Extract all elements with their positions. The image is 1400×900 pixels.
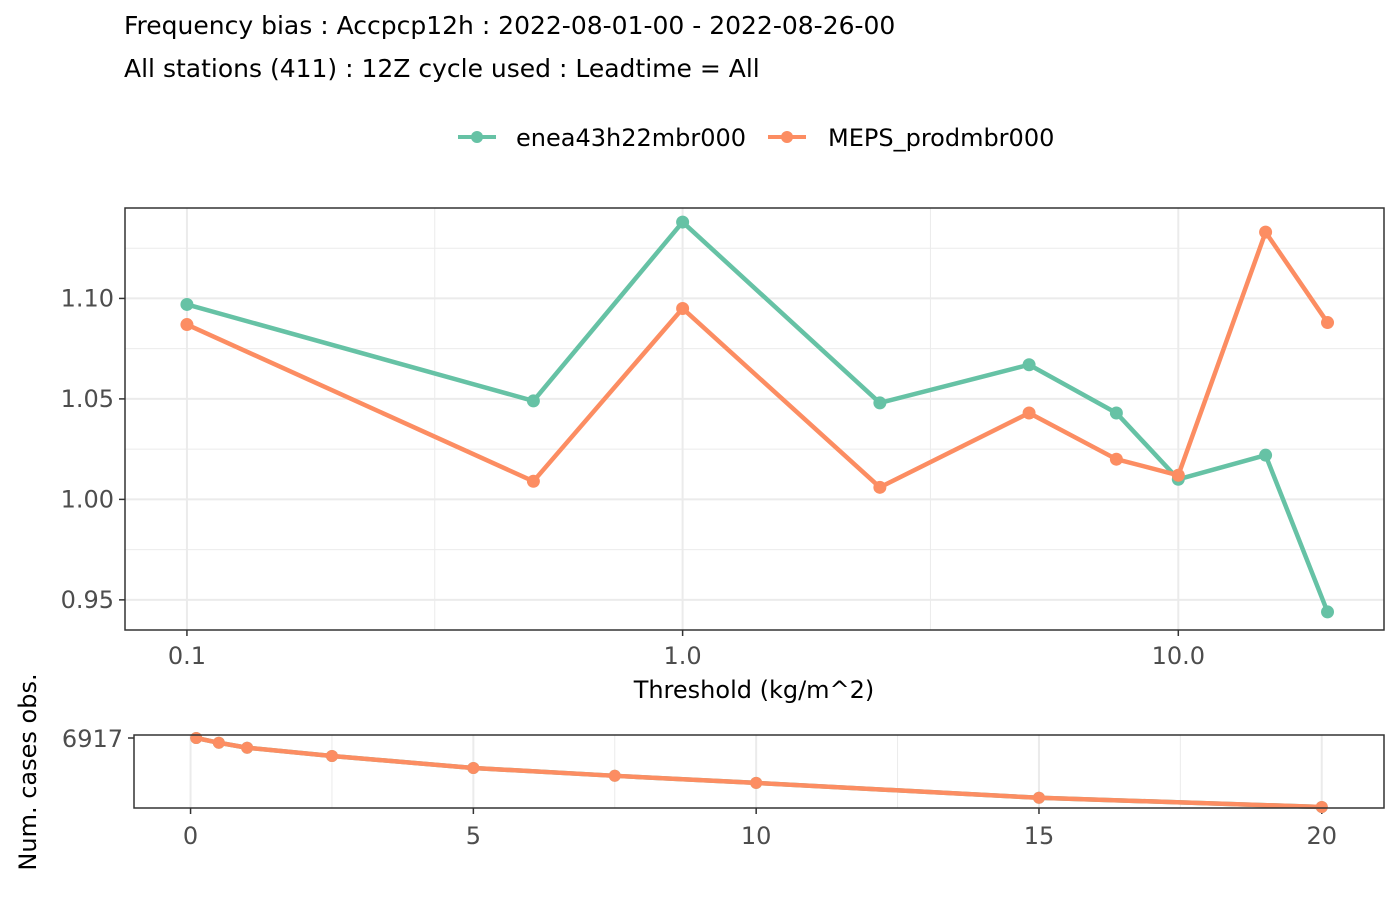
count-data-point	[325, 749, 338, 762]
panel-background	[134, 735, 1384, 808]
x-tick-label: 5	[466, 822, 481, 850]
count-data-point	[212, 736, 225, 749]
count-data-point	[241, 741, 254, 754]
data-point	[526, 394, 540, 408]
count-data-point	[467, 762, 480, 775]
count-data-point	[1315, 801, 1328, 813]
count-data-point	[608, 769, 621, 782]
count-panel: 0 5 10 15 20 6917	[62, 725, 1385, 850]
data-point	[1109, 406, 1123, 420]
chart-title: Frequency bias : Accpcp12h : 2022-08-01-…	[124, 11, 895, 40]
legend-key-dot	[471, 131, 483, 143]
y-tick-label: 1.10	[61, 284, 114, 312]
y-tick-label: 1.05	[61, 385, 114, 413]
y-tick-label: 1.00	[61, 485, 114, 513]
count-data-point	[750, 776, 763, 789]
data-point	[1022, 358, 1036, 372]
data-point	[1259, 448, 1273, 462]
data-point	[180, 318, 194, 332]
data-point	[180, 297, 194, 311]
data-point	[873, 480, 887, 494]
x-tick-label: 15	[1024, 822, 1055, 850]
data-point	[1022, 406, 1036, 420]
panel-border	[133, 734, 1385, 809]
main-panel: 0.1 1.0 10.0 0.95 1.00 1.05 1.10	[61, 207, 1385, 670]
x-tick-label: 0	[183, 822, 198, 850]
count-data-point	[1032, 791, 1045, 804]
legend: enea43h22mbr000 MEPS_prodmbr000	[458, 124, 1054, 152]
y-tick-label: 6917	[62, 725, 123, 753]
data-point	[526, 474, 540, 488]
data-point	[1109, 452, 1123, 466]
x-tick-label: 10.0	[1152, 642, 1205, 670]
x-tick-label: 0.1	[168, 642, 206, 670]
data-point	[1321, 605, 1335, 619]
x-tick-label: 20	[1307, 822, 1338, 850]
legend-item-2: MEPS_prodmbr000	[768, 124, 1054, 152]
x-tick-label: 1.0	[664, 642, 702, 670]
data-point	[676, 301, 690, 315]
y-tick-label: 0.95	[61, 586, 114, 614]
legend-key-dot	[781, 131, 793, 143]
data-point	[1259, 225, 1273, 239]
legend-label: enea43h22mbr000	[516, 124, 746, 152]
legend-item-1: enea43h22mbr000	[458, 124, 746, 152]
panel-border	[124, 207, 1385, 631]
chart-subtitle: All stations (411) : 12Z cycle used : Le…	[124, 54, 760, 83]
data-point	[1171, 468, 1185, 482]
data-point	[1321, 316, 1335, 330]
panel-background	[125, 208, 1384, 630]
count-y-axis-title: Num. cases obs.	[14, 673, 42, 870]
data-point	[873, 396, 887, 410]
legend-label: MEPS_prodmbr000	[828, 124, 1054, 152]
count-data-point	[190, 732, 203, 744]
x-axis-title: Threshold (kg/m^2)	[633, 676, 875, 704]
data-point	[676, 215, 690, 229]
x-tick-label: 10	[741, 822, 772, 850]
